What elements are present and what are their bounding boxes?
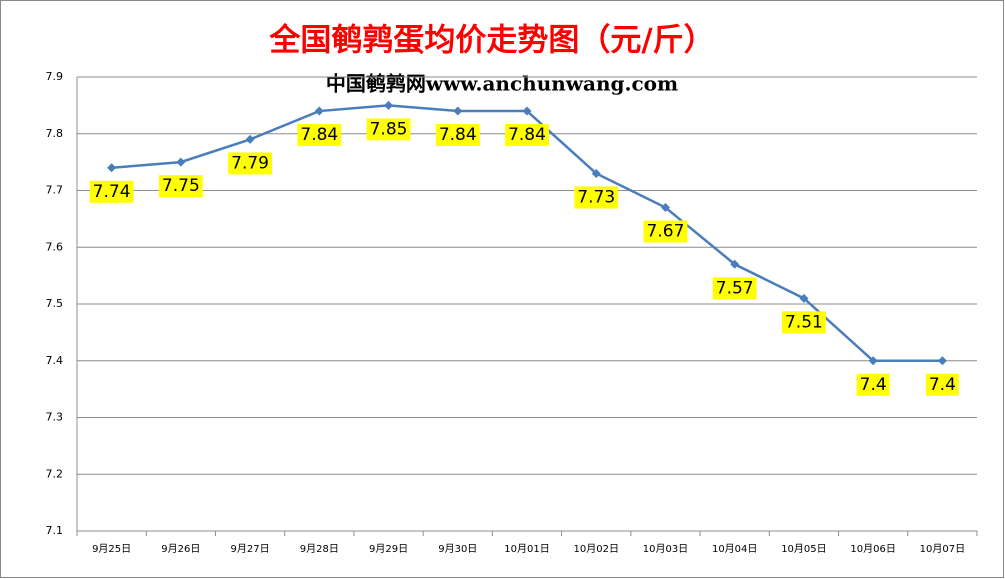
label-bg (505, 124, 549, 147)
data-label: 7.84 (300, 125, 338, 145)
data-label: 7.74 (93, 182, 131, 202)
marker (384, 100, 394, 110)
data-label: 7.79 (231, 153, 269, 173)
x-tick-label: 10月04日 (712, 543, 757, 555)
marker (937, 356, 947, 366)
y-tick-label: 7.1 (46, 524, 64, 537)
label-bg (925, 373, 959, 396)
marker (453, 106, 463, 116)
label-bg (781, 311, 826, 334)
x-tick-label: 9月28日 (300, 543, 339, 555)
x-tick-label: 9月27日 (231, 543, 270, 555)
label-bg (712, 277, 757, 300)
x-tick-label: 10月05日 (781, 543, 826, 555)
label-bg (228, 152, 273, 175)
x-tick-label: 9月25日 (92, 543, 131, 555)
data-label: 7.85 (370, 119, 408, 139)
y-tick-label: 7.5 (46, 297, 64, 310)
label-bg (297, 124, 342, 147)
x-tick-label: 9月26日 (161, 543, 200, 555)
y-tick-label: 7.9 (46, 70, 64, 83)
x-tick-label: 10月06日 (850, 543, 895, 555)
annotation: 中国鹌鹑网www.anchunwang.com (326, 72, 678, 96)
label-bg (158, 175, 203, 198)
x-tick-label: 9月29日 (369, 543, 408, 555)
label-bg (643, 220, 688, 243)
data-label: 7.57 (716, 278, 754, 298)
x-tick-label: 10月07日 (920, 543, 965, 555)
marker (799, 293, 809, 303)
y-tick-label: 7.4 (46, 354, 64, 367)
data-label: 7.75 (162, 176, 200, 196)
data-label: 7.84 (508, 125, 546, 145)
label-bg (856, 373, 890, 396)
marker (522, 106, 532, 116)
label-bg (435, 124, 480, 147)
marker (176, 157, 186, 167)
y-tick-label: 7.7 (46, 184, 64, 197)
y-tick-label: 7.3 (46, 411, 64, 424)
marker (730, 259, 740, 269)
data-label: 7.4 (929, 375, 956, 395)
x-tick-label: 10月01日 (504, 543, 549, 555)
y-tick-label: 7.2 (46, 467, 64, 480)
y-tick-label: 7.6 (46, 240, 64, 253)
data-label: 7.4 (860, 375, 887, 395)
marker (314, 106, 324, 116)
label-bg (89, 180, 134, 203)
data-label: 7.67 (647, 222, 685, 242)
marker (591, 168, 601, 178)
x-tick-label: 10月03日 (643, 543, 688, 555)
data-label: 7.51 (785, 312, 823, 332)
marker (868, 356, 878, 366)
y-tick-label: 7.8 (46, 127, 64, 140)
marker (245, 134, 255, 144)
label-bg (574, 186, 619, 209)
x-tick-label: 10月02日 (574, 543, 619, 555)
data-label: 7.84 (439, 125, 477, 145)
marker (660, 203, 670, 213)
chart-title: 全国鹌鹑蛋均价走势图（元/斤） (268, 23, 714, 59)
marker (107, 163, 117, 173)
data-label: 7.73 (577, 187, 615, 207)
label-bg (366, 118, 411, 141)
x-tick-label: 9月30日 (438, 543, 477, 555)
